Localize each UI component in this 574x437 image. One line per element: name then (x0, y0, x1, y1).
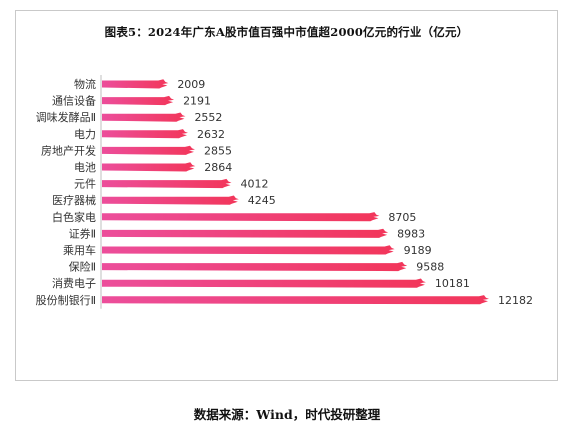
bar (102, 278, 426, 288)
category-label: 电力 (74, 128, 96, 141)
bar (102, 162, 196, 172)
bar (102, 79, 169, 89)
bar (102, 95, 175, 106)
value-label: 4012 (240, 178, 268, 191)
value-label: 2855 (204, 144, 232, 157)
category-label: 乘用车 (63, 243, 96, 257)
category-label: 通信设备 (52, 94, 96, 108)
value-label: 2632 (197, 128, 225, 141)
value-label: 4245 (248, 194, 276, 207)
category-label: 消费电子 (52, 276, 96, 290)
bar (102, 245, 395, 255)
value-label: 2552 (194, 111, 222, 124)
bar (102, 295, 489, 305)
value-label: 10181 (435, 277, 470, 290)
source-note: 数据来源：Wind，时代投研整理 (193, 407, 381, 422)
category-label: 股份制银行Ⅱ (36, 293, 96, 307)
chart-title: 图表5：2024年广东A股市值百强中市值超2000亿元的行业（亿元） (104, 25, 469, 39)
category-label: 白色家电 (52, 210, 96, 224)
category-label: 元件 (74, 178, 96, 191)
value-label: 9588 (416, 261, 444, 274)
category-label: 证券Ⅱ (69, 226, 96, 240)
value-label: 2009 (177, 78, 205, 91)
category-label: 物流 (74, 77, 96, 91)
value-label: 12182 (498, 294, 533, 307)
bar (102, 178, 232, 189)
category-label: 电池 (74, 161, 96, 174)
category-label: 调味发酵品Ⅱ (36, 110, 96, 124)
value-label: 2864 (204, 161, 232, 174)
bar (102, 212, 380, 222)
value-label: 9189 (404, 244, 432, 257)
bar (102, 112, 186, 122)
category-label: 医疗器械 (52, 193, 96, 207)
chart-card: 图表5：2024年广东A股市值百强中市值超2000亿元的行业（亿元） (15, 10, 558, 381)
bar-series: 物流 2009 通信设备 2191 调味发酵品Ⅱ 2552 电力 2632 房地产开发 2855 电… (36, 77, 533, 307)
bar (102, 195, 239, 205)
value-label: 8983 (397, 227, 425, 240)
bar (102, 145, 195, 155)
category-label: 房地产开发 (41, 143, 96, 157)
bar (102, 129, 188, 139)
bar (102, 228, 389, 238)
bar (102, 261, 408, 272)
value-label: 8705 (388, 211, 416, 224)
category-label: 保险Ⅱ (69, 260, 96, 274)
value-label: 2191 (183, 95, 211, 108)
